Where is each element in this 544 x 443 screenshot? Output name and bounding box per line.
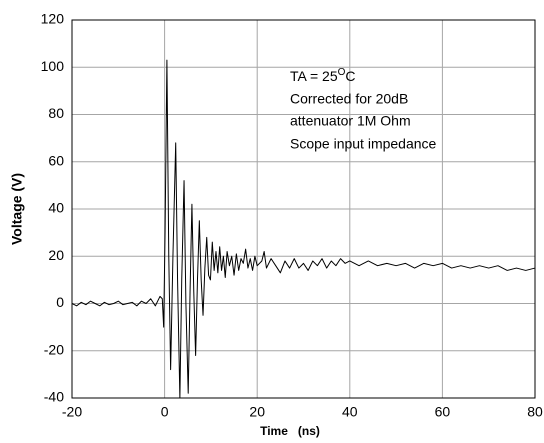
x-tick-label: 60 xyxy=(435,404,451,420)
y-tick-label: -20 xyxy=(44,341,64,357)
y-tick-label: 100 xyxy=(41,58,65,74)
x-tick-label: -20 xyxy=(62,404,82,420)
annotation-part: C xyxy=(345,68,355,84)
y-tick-label: 20 xyxy=(48,247,64,263)
annotation-superscript: O xyxy=(338,67,346,78)
y-tick-label: 80 xyxy=(48,105,64,121)
y-axis-label: Voltage (V) xyxy=(9,173,25,245)
grid xyxy=(71,19,536,399)
y-tick-label: -40 xyxy=(44,389,64,405)
annotation: attenuator 1M Ohm xyxy=(290,113,411,129)
y-tick-label: 40 xyxy=(48,200,64,216)
x-tick-label: 0 xyxy=(161,404,169,420)
waveform-line xyxy=(71,59,536,399)
annotation: Scope input impedance xyxy=(290,136,437,152)
x-axis-label: Time (ns) xyxy=(260,424,320,438)
x-tick-label: 20 xyxy=(249,404,265,420)
plot-frame xyxy=(71,19,536,399)
annotation: Corrected for 20dB xyxy=(290,91,408,107)
plot xyxy=(71,59,536,399)
x-tick-label: 80 xyxy=(527,404,543,420)
y-tick-label: 120 xyxy=(41,11,65,27)
annotation-part: TA = 25 xyxy=(290,68,338,84)
y-tick-label: 0 xyxy=(56,294,64,310)
x-tick-label: 40 xyxy=(342,404,358,420)
annotation: TA = 25OC xyxy=(290,67,356,84)
y-tick-label: 60 xyxy=(48,152,64,168)
